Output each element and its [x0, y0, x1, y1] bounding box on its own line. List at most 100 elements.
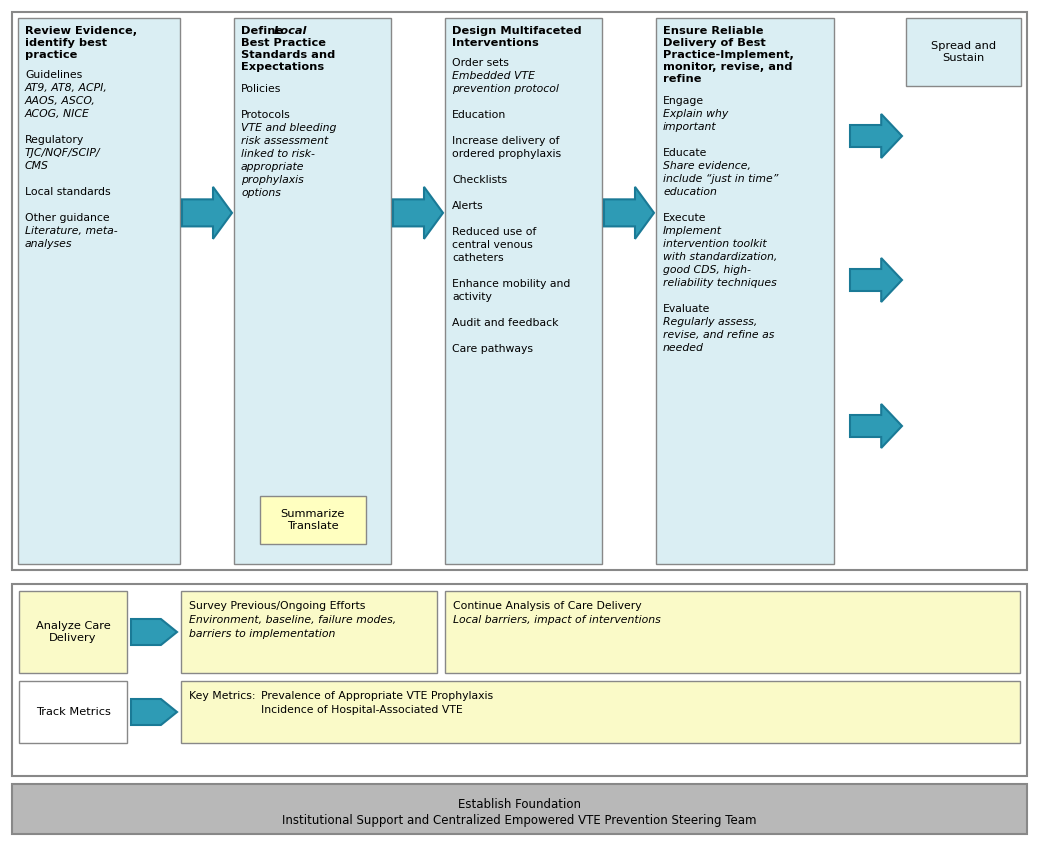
Text: Standards and: Standards and [241, 50, 336, 60]
Polygon shape [393, 187, 443, 239]
Text: Define: Define [241, 26, 287, 36]
Text: appropriate: appropriate [241, 162, 304, 172]
Text: Checklists: Checklists [452, 175, 507, 185]
Text: barriers to implementation: barriers to implementation [189, 629, 336, 639]
Text: Order sets: Order sets [452, 58, 509, 68]
FancyBboxPatch shape [12, 584, 1027, 776]
Text: activity: activity [452, 292, 491, 302]
Text: TJC/NQF/SCIP/: TJC/NQF/SCIP/ [25, 148, 101, 158]
Text: Interventions: Interventions [452, 38, 539, 48]
Text: Share evidence,: Share evidence, [663, 161, 751, 171]
Text: Local: Local [274, 26, 308, 36]
Text: Enhance mobility and: Enhance mobility and [452, 279, 570, 289]
Text: catheters: catheters [452, 253, 504, 263]
Text: risk assessment: risk assessment [241, 136, 328, 146]
Text: intervention toolkit: intervention toolkit [663, 239, 767, 249]
Polygon shape [604, 187, 654, 239]
Text: Guidelines: Guidelines [25, 70, 82, 80]
FancyBboxPatch shape [260, 496, 366, 544]
Text: central venous: central venous [452, 240, 533, 250]
Text: Summarize
Translate: Summarize Translate [281, 509, 345, 531]
FancyBboxPatch shape [181, 681, 1020, 743]
Text: VTE and bleeding: VTE and bleeding [241, 123, 337, 133]
Text: CMS: CMS [25, 161, 49, 171]
Text: Environment, baseline, failure modes,: Environment, baseline, failure modes, [189, 615, 396, 625]
Text: Prevalence of Appropriate VTE Prophylaxis: Prevalence of Appropriate VTE Prophylaxi… [261, 691, 494, 701]
Text: with standardization,: with standardization, [663, 252, 777, 262]
Text: options: options [241, 188, 281, 198]
Text: Analyze Care
Delivery: Analyze Care Delivery [35, 621, 110, 643]
Text: linked to risk-: linked to risk- [241, 149, 315, 159]
Text: Local standards: Local standards [25, 187, 110, 197]
Text: Practice-Implement,: Practice-Implement, [663, 50, 794, 60]
Text: Policies: Policies [241, 84, 282, 94]
Text: revise, and refine as: revise, and refine as [663, 330, 774, 340]
Text: Literature, meta-: Literature, meta- [25, 226, 117, 236]
Text: Educate: Educate [663, 148, 708, 158]
Polygon shape [850, 404, 902, 448]
Text: Review Evidence,: Review Evidence, [25, 26, 137, 36]
Text: Regularly assess,: Regularly assess, [663, 317, 757, 327]
Polygon shape [182, 187, 232, 239]
FancyBboxPatch shape [19, 681, 127, 743]
Text: AAOS, ASCO,: AAOS, ASCO, [25, 96, 96, 106]
Text: important: important [663, 122, 717, 132]
Text: Survey Previous/Ongoing Efforts: Survey Previous/Ongoing Efforts [189, 601, 366, 611]
FancyBboxPatch shape [12, 784, 1027, 834]
FancyBboxPatch shape [12, 12, 1027, 570]
Text: analyses: analyses [25, 239, 73, 249]
Text: Continue Analysis of Care Delivery: Continue Analysis of Care Delivery [453, 601, 642, 611]
Text: Spread and
Sustain: Spread and Sustain [931, 41, 996, 62]
Text: Audit and feedback: Audit and feedback [452, 318, 559, 328]
Text: Local barriers, impact of interventions: Local barriers, impact of interventions [453, 615, 661, 625]
Text: refine: refine [663, 74, 701, 84]
Text: Incidence of Hospital-Associated VTE: Incidence of Hospital-Associated VTE [261, 705, 462, 715]
Text: Design Multifaceted: Design Multifaceted [452, 26, 582, 36]
FancyBboxPatch shape [19, 591, 127, 673]
Text: Expectations: Expectations [241, 62, 324, 72]
Text: prevention protocol: prevention protocol [452, 84, 559, 94]
Text: Ensure Reliable: Ensure Reliable [663, 26, 764, 36]
Text: include “just in time”: include “just in time” [663, 174, 778, 184]
Text: Best Practice: Best Practice [241, 38, 326, 48]
Text: Delivery of Best: Delivery of Best [663, 38, 766, 48]
FancyBboxPatch shape [234, 18, 391, 564]
Text: reliability techniques: reliability techniques [663, 278, 777, 288]
Text: ACOG, NICE: ACOG, NICE [25, 109, 90, 119]
FancyBboxPatch shape [18, 18, 180, 564]
FancyBboxPatch shape [181, 591, 437, 673]
Text: Protocols: Protocols [241, 110, 291, 120]
Polygon shape [850, 114, 902, 158]
Text: Care pathways: Care pathways [452, 344, 533, 354]
Text: Explain why: Explain why [663, 109, 728, 119]
FancyBboxPatch shape [445, 591, 1020, 673]
FancyBboxPatch shape [656, 18, 834, 564]
Text: Establish Foundation: Establish Foundation [458, 798, 581, 811]
Text: monitor, revise, and: monitor, revise, and [663, 62, 793, 72]
Text: prophylaxis: prophylaxis [241, 175, 303, 185]
Text: Reduced use of: Reduced use of [452, 227, 536, 237]
FancyBboxPatch shape [445, 18, 602, 564]
Text: education: education [663, 187, 717, 197]
Text: good CDS, high-: good CDS, high- [663, 265, 751, 275]
Text: Track Metrics: Track Metrics [35, 707, 110, 717]
Text: Execute: Execute [663, 213, 707, 223]
Text: ordered prophylaxis: ordered prophylaxis [452, 149, 561, 159]
Text: Increase delivery of: Increase delivery of [452, 136, 559, 146]
Text: Institutional Support and Centralized Empowered VTE Prevention Steering Team: Institutional Support and Centralized Em… [283, 814, 756, 827]
Text: Education: Education [452, 110, 506, 120]
Text: Regulatory: Regulatory [25, 135, 84, 145]
Text: Engage: Engage [663, 96, 704, 106]
Text: identify best: identify best [25, 38, 107, 48]
Text: Alerts: Alerts [452, 201, 483, 211]
Text: Implement: Implement [663, 226, 722, 236]
Polygon shape [131, 699, 177, 725]
Text: Evaluate: Evaluate [663, 304, 711, 314]
Text: Key Metrics:: Key Metrics: [189, 691, 256, 701]
Text: needed: needed [663, 343, 703, 353]
Text: practice: practice [25, 50, 77, 60]
FancyBboxPatch shape [906, 18, 1021, 86]
Text: Other guidance: Other guidance [25, 213, 110, 223]
Text: AT9, AT8, ACPI,: AT9, AT8, ACPI, [25, 83, 108, 93]
Polygon shape [131, 619, 177, 645]
